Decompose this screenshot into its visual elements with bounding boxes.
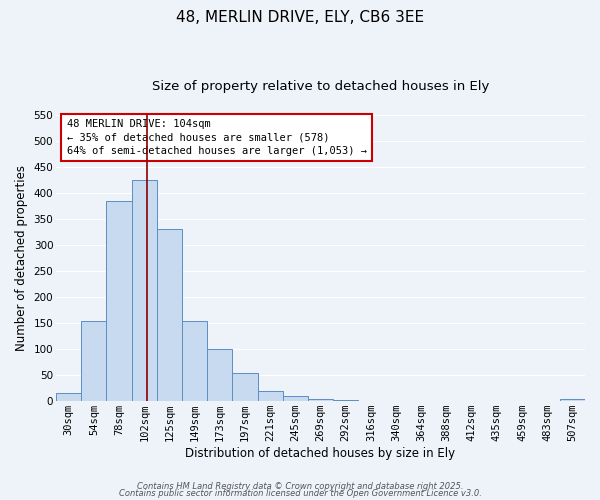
Y-axis label: Number of detached properties: Number of detached properties — [15, 165, 28, 351]
Text: Contains HM Land Registry data © Crown copyright and database right 2025.: Contains HM Land Registry data © Crown c… — [137, 482, 463, 491]
Bar — [232, 372, 257, 401]
Text: 48 MERLIN DRIVE: 104sqm
← 35% of detached houses are smaller (578)
64% of semi-d: 48 MERLIN DRIVE: 104sqm ← 35% of detache… — [67, 120, 367, 156]
Text: Contains public sector information licensed under the Open Government Licence v3: Contains public sector information licen… — [119, 490, 481, 498]
Bar — [157, 230, 182, 401]
Bar — [81, 320, 106, 401]
Text: 48, MERLIN DRIVE, ELY, CB6 3EE: 48, MERLIN DRIVE, ELY, CB6 3EE — [176, 10, 424, 25]
Bar — [56, 394, 81, 401]
Bar — [333, 400, 358, 401]
Bar — [308, 399, 333, 401]
Bar — [383, 400, 409, 401]
Title: Size of property relative to detached houses in Ely: Size of property relative to detached ho… — [152, 80, 489, 93]
Bar — [106, 201, 131, 401]
Bar — [207, 349, 232, 401]
X-axis label: Distribution of detached houses by size in Ely: Distribution of detached houses by size … — [185, 447, 455, 460]
Bar — [358, 400, 383, 401]
Bar — [560, 398, 585, 401]
Bar — [257, 391, 283, 401]
Bar — [283, 396, 308, 401]
Bar — [131, 180, 157, 401]
Bar — [182, 320, 207, 401]
